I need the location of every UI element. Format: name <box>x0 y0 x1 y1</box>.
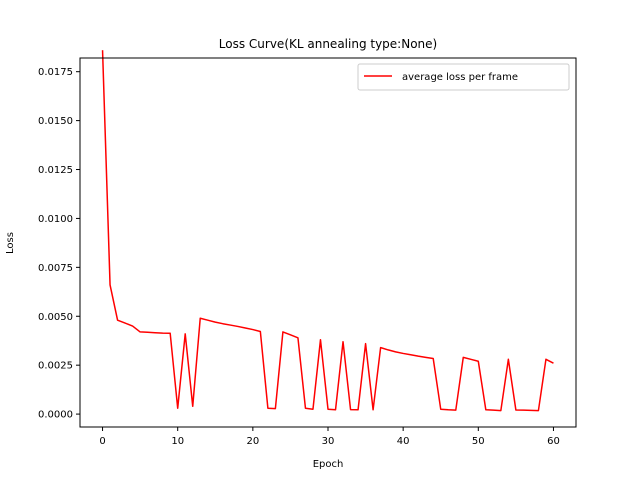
chart-title: Loss Curve(KL annealing type:None) <box>219 37 437 51</box>
plot-area <box>101 50 554 412</box>
y-axis: 0.0000 0.0025 0.0050 0.0075 0.0100 0.0125 0.01… <box>38 67 80 421</box>
y-tick-label: 0.0025 <box>38 361 73 372</box>
x-tick-label: 30 <box>322 436 335 447</box>
x-tick-label: 50 <box>472 436 485 447</box>
x-tick-label: 0 <box>99 436 105 447</box>
y-tick-label: 0.0150 <box>38 116 73 127</box>
y-tick-label: 0.0125 <box>38 165 73 176</box>
x-tick-label: 10 <box>171 436 184 447</box>
x-axis-label: Epoch <box>313 459 344 470</box>
x-axis: 0 10 20 30 40 50 60 <box>99 427 560 447</box>
y-tick-label: 0.0050 <box>38 312 73 323</box>
x-tick-label: 40 <box>397 436 410 447</box>
y-tick-label: 0.0175 <box>38 67 73 78</box>
x-tick-label: 60 <box>547 436 560 447</box>
legend: average loss per frame <box>357 63 570 91</box>
series-line-average-loss <box>101 50 554 412</box>
legend-entry-label: average loss per frame <box>402 72 518 83</box>
y-tick-label: 0.0000 <box>38 410 73 421</box>
x-tick-label: 20 <box>246 436 259 447</box>
y-tick-label: 0.0075 <box>38 263 73 274</box>
legend-box <box>357 63 570 91</box>
y-axis-label: Loss <box>5 232 16 254</box>
y-tick-label: 0.0100 <box>38 214 73 225</box>
